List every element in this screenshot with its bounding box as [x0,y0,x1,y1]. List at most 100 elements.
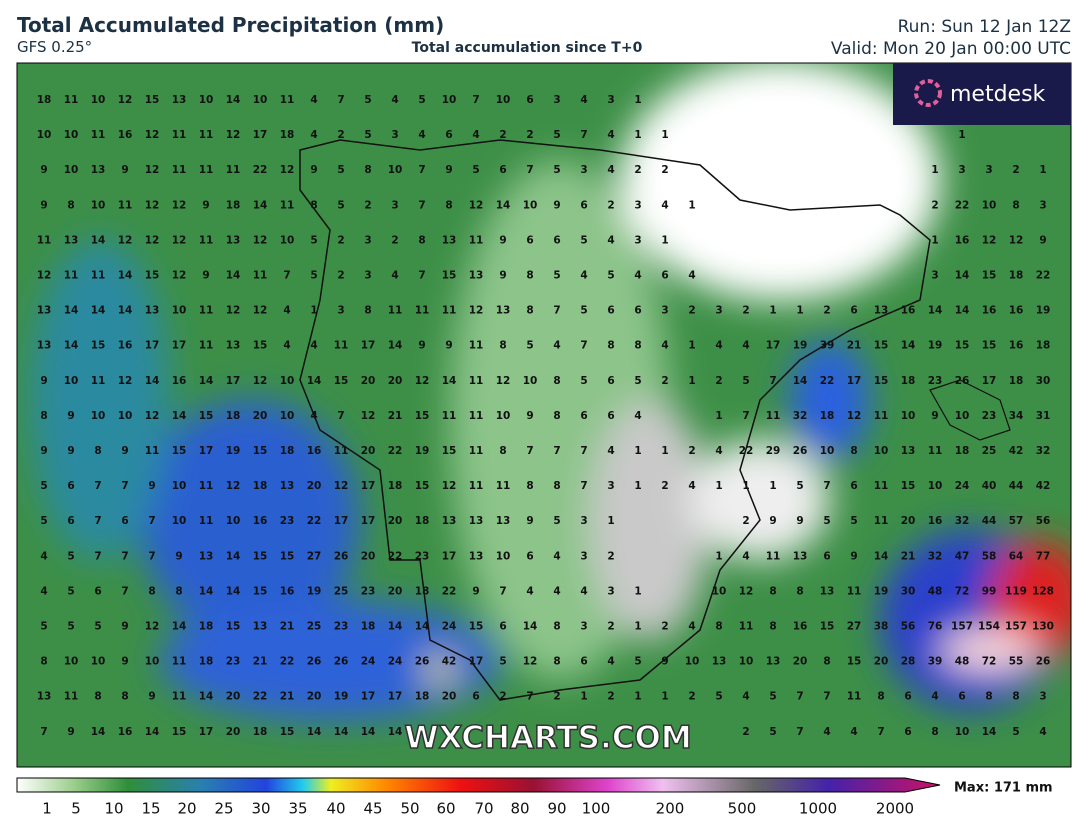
grid-value: 11 [172,691,187,703]
grid-value: 5 [472,164,479,176]
grid-value: 8 [364,305,371,317]
grid-value: 17 [199,445,214,457]
grid-value: 15 [847,656,862,668]
grid-value: 7 [94,515,101,527]
grid-value: 4 [607,234,614,246]
grid-value: 26 [1036,656,1051,668]
grid-value: 18 [388,480,403,492]
grid-value: 5 [499,656,506,668]
grid-value: 11 [37,234,52,246]
grid-value: 6 [850,305,857,317]
grid-value: 4 [418,129,425,141]
grid-value: 23 [334,621,349,633]
grid-value: 17 [361,515,376,527]
grid-value: 17 [442,550,457,562]
grid-value: 154 [978,621,1000,633]
map-background [17,63,1071,767]
grid-value: 6 [526,94,533,106]
grid-value: 14 [91,234,106,246]
grid-value: 13 [226,234,241,246]
grid-value: 8 [445,199,452,211]
grid-value: 4 [391,270,398,282]
grid-value: 7 [94,550,101,562]
grid-value: 13 [442,515,457,527]
grid-value: 6 [958,691,965,703]
grid-value: 7 [553,305,560,317]
colorbar-label: 15 [141,800,160,818]
grid-value: 10 [172,480,187,492]
grid-value: 5 [742,375,749,387]
grid-value: 12 [118,234,133,246]
grid-value: 22 [253,691,268,703]
run: Run: Sun 12 Jan 12Z [898,17,1071,37]
grid-value: 3 [607,585,614,597]
grid-value: 22 [820,375,835,387]
grid-value: 4 [823,726,830,738]
grid-value: 11 [172,129,187,141]
grid-value: 18 [226,410,241,422]
grid-value: 13 [64,234,79,246]
grid-value: 14 [226,585,241,597]
grid-value: 19 [1036,305,1051,317]
grid-value: 16 [307,445,322,457]
grid-value: 4 [553,585,560,597]
grid-value: 4 [283,305,290,317]
grid-value: 12 [37,270,52,282]
grid-value: 47 [955,550,970,562]
grid-value: 3 [607,480,614,492]
grid-value: 14 [172,621,187,633]
grid-value: 12 [361,410,376,422]
grid-value: 11 [199,340,214,352]
grid-value: 13 [496,305,511,317]
grid-value: 20 [901,515,916,527]
grid-value: 12 [145,621,160,633]
grid-value: 2 [607,550,614,562]
grid-value: 18 [199,621,214,633]
grid-value: 1 [634,621,641,633]
grid-value: 8 [850,445,857,457]
grid-value: 17 [982,375,997,387]
grid-value: 14 [226,550,241,562]
colorbar-label: 2000 [876,800,914,818]
grid-value: 15 [280,726,295,738]
grid-value: 6 [661,270,668,282]
grid-value: 3 [364,234,371,246]
grid-value: 4 [607,445,614,457]
grid-value: 4 [607,164,614,176]
grid-value: 4 [688,480,695,492]
grid-value: 99 [982,585,997,597]
grid-value: 4 [310,340,317,352]
grid-value: 12 [469,305,484,317]
grid-value: 10 [253,94,268,106]
grid-value: 26 [307,656,322,668]
grid-value: 21 [280,691,295,703]
grid-value: 7 [499,585,506,597]
grid-value: 4 [580,585,587,597]
grid-value: 2 [715,375,722,387]
grid-value: 24 [442,621,457,633]
grid-value: 3 [1039,199,1046,211]
grid-value: 4 [607,656,614,668]
grid-value: 10 [442,94,457,106]
grid-value: 6 [472,691,479,703]
grid-value: 14 [793,375,808,387]
grid-value: 11 [199,305,214,317]
grid-value: 12 [172,199,187,211]
grid-value: 5 [526,340,533,352]
grid-value: 13 [766,656,781,668]
grid-value: 4 [742,340,749,352]
grid-value: 10 [199,94,214,106]
grid-value: 23 [928,375,943,387]
grid-value: 4 [688,270,695,282]
grid-value: 55 [1009,656,1024,668]
grid-value: 6 [634,305,641,317]
grid-value: 4 [40,585,47,597]
grid-value: 6 [526,550,533,562]
grid-value: 6 [499,621,506,633]
grid-value: 26 [334,656,349,668]
grid-value: 7 [121,550,128,562]
grid-value: 128 [1032,585,1054,597]
grid-value: 13 [712,656,727,668]
grid-value: 9 [499,270,506,282]
grid-value: 18 [361,621,376,633]
